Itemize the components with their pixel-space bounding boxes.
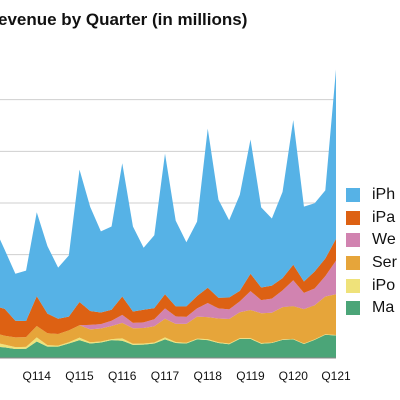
x-tick-label: Q119 (236, 369, 265, 383)
legend-item-ipa: iPa (346, 207, 397, 230)
legend-item-iph: iPh (346, 184, 397, 207)
x-tick-label: Q120 (279, 369, 309, 383)
legend-swatch (346, 210, 360, 225)
legend-label: Ma (372, 299, 395, 317)
legend-item-we: We (346, 229, 397, 252)
legend-swatch (346, 188, 360, 203)
legend-label: Ser (372, 254, 397, 272)
legend-swatch (346, 256, 360, 271)
legend: iPh iPa We Ser iPo Ma (346, 184, 397, 320)
legend-label: We (372, 231, 396, 249)
area-series-ma (0, 334, 336, 358)
x-tick-label: Q117 (151, 369, 180, 383)
area-series-ipa (0, 238, 336, 338)
legend-item-ipo: iPo (346, 274, 397, 297)
x-tick-label: Q121 (321, 369, 351, 383)
legend-swatch (346, 278, 360, 293)
legend-swatch (346, 301, 360, 316)
x-tick-label: Q118 (194, 369, 223, 383)
x-tick-label: Q114 (23, 369, 52, 383)
legend-label: iPh (372, 186, 396, 204)
x-tick-label: Q115 (65, 369, 94, 383)
legend-swatch (346, 233, 360, 248)
chart-title: evenue by Quarter (in millions) (0, 10, 248, 29)
area-series-ser (0, 294, 336, 348)
area-series (0, 69, 336, 358)
legend-label: iPo (372, 276, 396, 294)
legend-item-ser: Ser (346, 252, 397, 275)
x-axis: 3Q114Q115Q116Q117Q118Q119Q120Q121 (0, 357, 351, 383)
legend-item-ma: Ma (346, 297, 397, 320)
area-series-iph (0, 69, 336, 322)
legend-label: iPa (372, 208, 396, 226)
x-tick-label: Q116 (108, 369, 137, 383)
